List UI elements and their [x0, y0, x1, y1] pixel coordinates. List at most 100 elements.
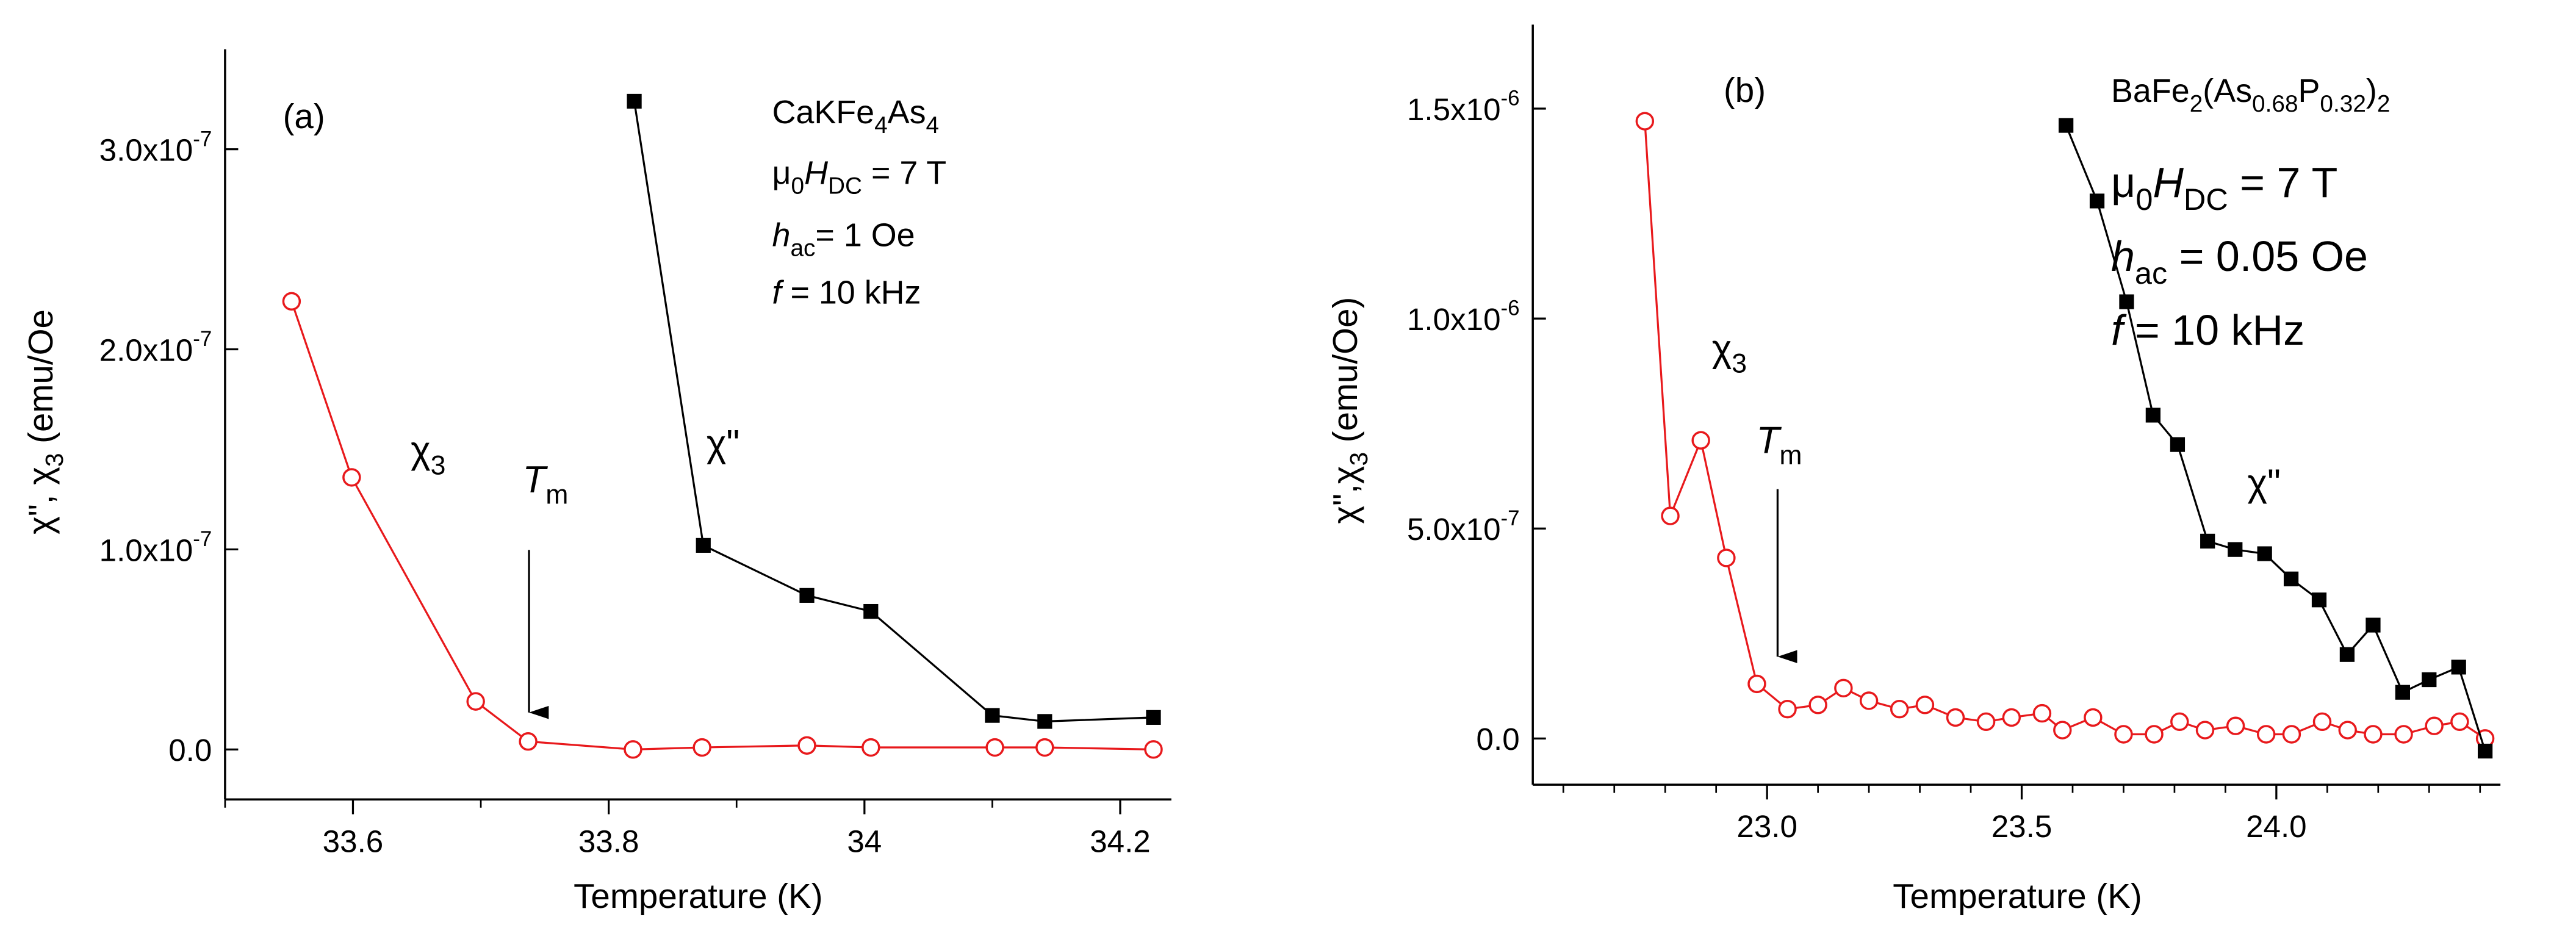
data-point: [2312, 712, 2332, 732]
data-point: [2395, 685, 2410, 700]
data-point: [624, 740, 642, 759]
annotation: hac= 1 Oe: [772, 217, 915, 262]
tick-exponent: -7: [193, 327, 212, 351]
data-point: [862, 738, 880, 757]
data-point: [1859, 691, 1879, 710]
annotation: CaKFe4As4: [772, 94, 940, 139]
data-point: [1635, 112, 1655, 131]
text-run: ac: [790, 236, 815, 262]
x-tick-label: 34.2: [1090, 824, 1151, 858]
data-point: [282, 292, 301, 311]
data-point: [2002, 708, 2021, 727]
data-point: [2119, 294, 2134, 309]
text-run: χ", χ: [21, 467, 60, 534]
data-point: [2282, 725, 2301, 744]
text-run: = 10 kHz: [781, 275, 921, 311]
text-run: H: [2153, 159, 2184, 206]
text-run: CaKFe: [772, 94, 875, 131]
data-point: [1144, 740, 1163, 759]
data-point: [2422, 672, 2437, 688]
data-point: [2256, 725, 2276, 744]
data-point: [1661, 506, 1680, 525]
text-run: P: [2298, 73, 2320, 109]
text-run: = 10 kHz: [2123, 306, 2304, 354]
data-point: [1691, 431, 1710, 450]
chart-title: (a): [283, 97, 325, 135]
data-point: [2283, 571, 2299, 586]
x-axis-label: Temperature (K): [1893, 877, 2142, 915]
text-run: χ: [1712, 328, 1732, 370]
text-run: T: [522, 459, 548, 501]
text-run: χ",χ: [1326, 466, 1364, 524]
series-label: χ": [707, 423, 739, 465]
data-point: [2032, 703, 2052, 723]
x-tick-label: 23.0: [1736, 809, 1797, 844]
tm-label: Tm: [522, 459, 568, 510]
annotation: f = 10 kHz: [772, 275, 921, 311]
data-point: [863, 603, 879, 619]
data-point: [2200, 533, 2215, 549]
data-point: [1976, 712, 1996, 732]
text-run: = 7 T: [2228, 159, 2338, 206]
y-tick-label: 1.0x10-7: [99, 527, 212, 567]
tick-exponent: -7: [193, 527, 212, 551]
text-run: 4: [874, 112, 888, 139]
data-point: [2477, 743, 2493, 759]
data-point: [2366, 617, 2381, 633]
series-label: χ": [2247, 462, 2280, 505]
tick-mantissa: 1.5x10: [1407, 92, 1501, 127]
text-run: (emu/Oe): [1326, 297, 1364, 452]
text-run: ): [2366, 73, 2377, 109]
data-point: [2311, 592, 2327, 608]
data-point: [799, 588, 815, 603]
data-point: [1915, 696, 1935, 714]
data-point: [2145, 725, 2164, 744]
data-point: [2170, 437, 2186, 452]
text-run: h: [772, 217, 791, 254]
tick-mantissa: 5.0x10: [1407, 512, 1501, 547]
data-point: [797, 736, 816, 755]
x-tick-label: 23.5: [1991, 809, 2053, 844]
data-point: [1778, 700, 1797, 719]
data-point: [1747, 674, 1766, 694]
series-line: [633, 101, 1154, 723]
y-axis-label: χ",χ3 (emu/Oe): [1326, 297, 1373, 524]
data-point: [2425, 716, 2444, 735]
data-point: [2226, 716, 2245, 735]
annotation: μ0HDC = 7 T: [772, 154, 947, 199]
data-point: [2084, 708, 2103, 727]
data-point: [2170, 712, 2189, 732]
data-point: [1037, 714, 1052, 729]
data-point: [1146, 710, 1161, 725]
data-point: [2089, 193, 2105, 209]
data-point: [2145, 408, 2160, 423]
text-run: 4: [926, 112, 940, 139]
text-run: 3: [40, 453, 68, 467]
data-point: [985, 708, 1000, 723]
y-tick-label: 2.0x10-7: [99, 327, 212, 367]
x-tick-label: 33.8: [578, 824, 639, 858]
data-point: [1035, 738, 1054, 757]
y-axis-label: χ", χ3 (emu/Oe: [21, 309, 68, 534]
data-point: [2257, 546, 2272, 561]
data-point: [2338, 721, 2357, 739]
text-run: μ: [2111, 159, 2135, 206]
y-tick-label: 1.5x10-6: [1407, 87, 1520, 127]
text-run: 0: [791, 173, 805, 199]
text-run: m: [1779, 441, 1802, 470]
tick-mantissa: 3.0x10: [99, 133, 193, 168]
text-run: = 0.05 Oe: [2167, 232, 2368, 280]
text-run: (As: [2203, 73, 2252, 109]
tm-label: Tm: [1757, 420, 1802, 471]
text-run: χ: [411, 430, 431, 472]
data-point: [2195, 721, 2215, 739]
text-run: BaFe: [2111, 73, 2190, 109]
tick-exponent: -6: [1501, 297, 1520, 320]
series-line: [290, 301, 1154, 750]
text-run: (emu/Oe: [21, 309, 60, 453]
y-tick-label: 0.0: [168, 733, 212, 768]
data-point: [1890, 700, 1909, 719]
text-run: 0.32: [2320, 91, 2366, 117]
text-run: χ": [2247, 462, 2280, 505]
